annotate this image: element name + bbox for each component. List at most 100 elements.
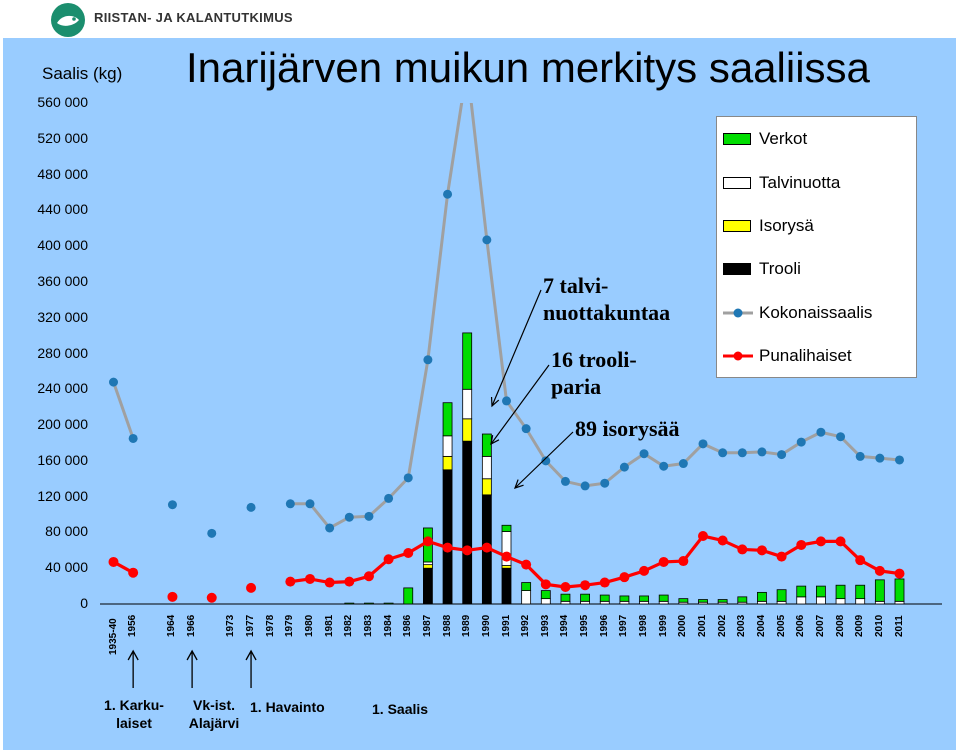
legend-label-trooli: Trooli bbox=[759, 259, 801, 278]
chart-title: Inarijärven muikun merkitys saaliissa bbox=[186, 44, 870, 91]
x-tick-label: 1981 bbox=[323, 614, 335, 637]
bar-segment-talvinuotta bbox=[540, 598, 551, 605]
legend-marker-kokonaissaalis bbox=[723, 308, 753, 318]
x-tick-label: 1997 bbox=[618, 614, 630, 637]
marker-kokonaissaalis bbox=[502, 396, 511, 406]
x-tick-label: 1998 bbox=[638, 614, 650, 637]
bar-segment-verkot bbox=[580, 593, 590, 602]
marker-punalihaiset bbox=[678, 556, 689, 567]
marker-kokonaissaalis bbox=[403, 473, 413, 483]
marker-punalihaiset bbox=[619, 572, 630, 583]
x-tick-label: 1977 bbox=[245, 614, 257, 637]
annotation-arrow-talvinuotta bbox=[491, 289, 542, 407]
marker-kokonaissaalis bbox=[128, 433, 138, 443]
bar-segment-talvinuotta bbox=[658, 600, 669, 605]
y-tick-label: 240 000 bbox=[37, 380, 88, 397]
marker-kokonaissaalis bbox=[718, 448, 728, 458]
bar-segment-verkot bbox=[658, 594, 669, 602]
x-tick-label: 1990 bbox=[480, 614, 492, 637]
bar-segment-verkot bbox=[737, 596, 748, 603]
x-tick-label: 1996 bbox=[598, 614, 610, 637]
bar-segment-isorysä bbox=[481, 478, 492, 496]
x-tick-label: 1978 bbox=[264, 614, 276, 637]
marker-kokonaissaalis bbox=[364, 511, 374, 521]
bar-segment-verkot bbox=[599, 594, 610, 602]
marker-kokonaissaalis bbox=[678, 459, 688, 469]
bar-segment-verkot bbox=[403, 587, 414, 605]
marker-kokonaissaalis bbox=[325, 523, 335, 533]
line-kokonaissaalis bbox=[112, 381, 135, 439]
x-tick-label: 2008 bbox=[834, 614, 846, 637]
organization-name: RIISTAN- JA KALANTUTKIMUS bbox=[94, 10, 293, 25]
x-tick-label: 1973 bbox=[225, 614, 237, 637]
x-tick-label: 1982 bbox=[343, 614, 355, 637]
y-tick-label: 80 000 bbox=[45, 523, 88, 540]
event-vk-ist-line1: Vk-ist. bbox=[192, 697, 235, 713]
bar-segment-talvinuotta bbox=[816, 596, 826, 605]
bar-segment-talvinuotta bbox=[442, 435, 453, 457]
line-punalihaiset bbox=[290, 534, 900, 589]
marker-kokonaissaalis bbox=[580, 481, 590, 491]
marker-kokonaissaalis bbox=[423, 355, 433, 365]
x-tick-label: 1966 bbox=[186, 614, 198, 637]
marker-kokonaissaalis bbox=[895, 455, 904, 465]
bar-segment-verkot bbox=[364, 602, 374, 605]
bar-segment-verkot bbox=[344, 602, 355, 605]
x-tick-label: 1986 bbox=[402, 614, 414, 637]
y-axis-label: Saalis (kg) bbox=[42, 64, 123, 83]
annotation-trooli-line2: paria bbox=[551, 374, 602, 399]
marker-punalihaiset bbox=[599, 577, 610, 588]
x-tick-label: 1999 bbox=[657, 614, 669, 637]
x-tick-label: 2010 bbox=[873, 614, 885, 637]
x-tick-label: 2004 bbox=[755, 614, 767, 637]
x-tick-label: 1993 bbox=[539, 614, 551, 637]
marker-punalihaiset bbox=[894, 568, 905, 579]
legend-marker-punalihaiset bbox=[723, 351, 753, 361]
marker-kokonaissaalis bbox=[855, 451, 865, 461]
bar-segment-talvinuotta bbox=[894, 600, 905, 605]
marker-punalihaiset bbox=[717, 535, 728, 546]
bar-segment-verkot bbox=[639, 595, 649, 602]
bar-segment-talvinuotta bbox=[481, 455, 492, 480]
bar-segment-verkot bbox=[481, 433, 492, 457]
marker-kokonaissaalis bbox=[619, 462, 629, 472]
marker-kokonaissaalis bbox=[737, 448, 747, 458]
marker-kokonaissaalis bbox=[443, 189, 453, 199]
event-arrow-head bbox=[245, 649, 257, 661]
marker-punalihaiset bbox=[874, 565, 885, 576]
marker-kokonaissaalis bbox=[344, 512, 354, 522]
marker-punalihaiset bbox=[639, 565, 650, 576]
marker-kokonaissaalis bbox=[698, 439, 708, 449]
annotation-arrow-isorysa-head bbox=[514, 479, 524, 489]
bar-segment-trooli bbox=[501, 567, 512, 605]
bar-segment-verkot bbox=[894, 578, 905, 602]
marker-kokonaissaalis bbox=[659, 461, 669, 471]
bar-segment-verkot bbox=[717, 599, 728, 603]
bar-segment-verkot bbox=[383, 602, 394, 605]
bar-segment-talvinuotta bbox=[521, 590, 532, 605]
legend-label-kokonaissaalis: Kokonaissaalis bbox=[759, 303, 873, 322]
marker-kokonaissaalis bbox=[384, 493, 394, 503]
marker-punalihaiset bbox=[442, 542, 453, 553]
y-tick-label: 160 000 bbox=[37, 451, 88, 468]
bar-segment-trooli bbox=[462, 440, 473, 605]
legend: Verkot Talvinuotta Isorysä Trooli Kokona… bbox=[716, 116, 917, 378]
marker-kokonaissaalis bbox=[777, 450, 787, 460]
marker-punalihaiset bbox=[363, 571, 374, 582]
bar-segment-verkot bbox=[855, 584, 866, 600]
bar-segment-talvinuotta bbox=[619, 600, 630, 605]
marker-punalihaiset bbox=[658, 556, 669, 567]
bar-segment-isorysä bbox=[462, 418, 473, 442]
marker-punalihaiset bbox=[776, 551, 787, 562]
bar-segment-trooli bbox=[442, 469, 453, 605]
event-vk-ist: Vk-ist. Alajärvi bbox=[184, 696, 244, 732]
x-tick-label: 1964 bbox=[166, 614, 178, 637]
bar-segment-verkot bbox=[462, 332, 473, 390]
bar-segment-verkot bbox=[678, 598, 689, 603]
marker-punalihaiset bbox=[246, 582, 257, 593]
bar-segment-verkot bbox=[521, 582, 532, 591]
x-tick-label: 2002 bbox=[716, 614, 728, 637]
marker-punalihaiset bbox=[855, 555, 866, 566]
bar-segment-talvinuotta bbox=[796, 596, 807, 605]
